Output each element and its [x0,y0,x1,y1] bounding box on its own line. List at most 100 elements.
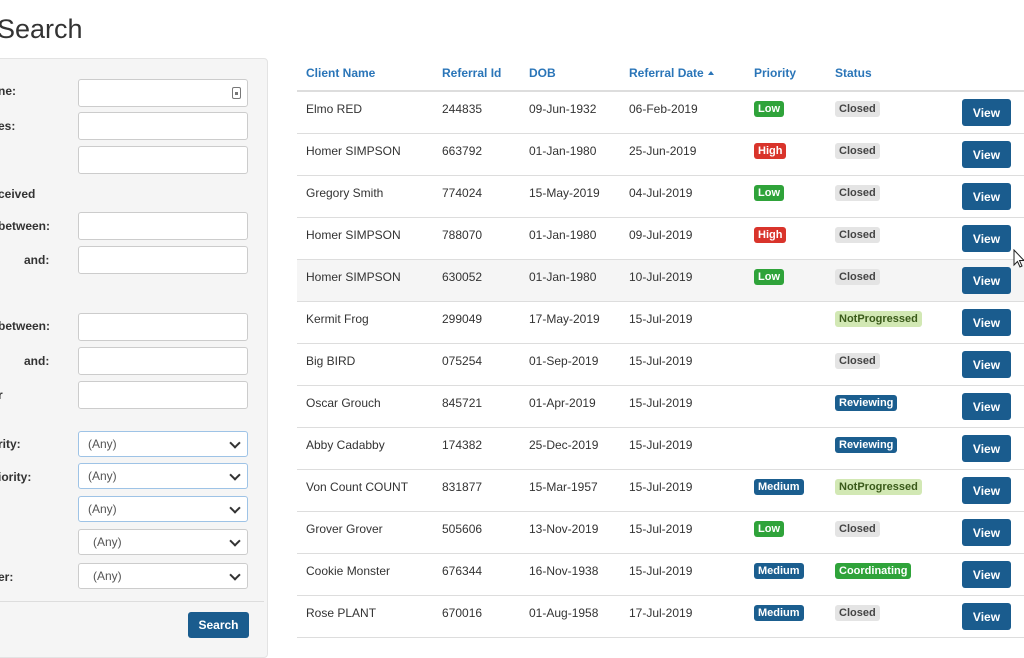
referral-date-cell: 15-Jul-2019 [629,354,693,368]
client-name-cell: Von Count COUNT [306,480,409,494]
view-button[interactable]: View [962,519,1011,546]
referral-id-cell: 630052 [442,270,483,284]
referral-date-cell: 15-Jul-2019 [629,522,693,536]
referral-id-cell: 244835 [442,102,483,116]
client-name-cell: Cookie Monster [306,564,391,578]
second-to-input[interactable] [78,347,248,375]
column-header-priority[interactable]: Priority [754,66,797,80]
client-name-cell: Rose PLANT [306,606,377,620]
view-button[interactable]: View [962,393,1011,420]
view-button[interactable]: View [962,561,1011,588]
fourth-select[interactable]: (Any) [78,529,248,555]
referral-id-cell: 670016 [442,606,483,620]
second-priority-select[interactable]: (Any) [78,463,248,489]
referral-id-cell: 774024 [442,186,483,200]
dob-cell: 13-Nov-2019 [529,522,599,536]
received-to-input[interactable] [78,246,248,274]
dob-cell: 15-May-2019 [529,186,600,200]
view-button[interactable]: View [962,603,1011,630]
filter-label-second-and: and: [24,354,50,368]
view-button[interactable]: View [962,309,1011,336]
status-badge: Coordinating [835,563,912,579]
priority-badge: High [754,143,787,159]
status-badge: Reviewing [835,395,898,411]
view-button[interactable]: View [962,351,1011,378]
status-badge: Reviewing [835,437,898,453]
status-badge: NotProgressed [835,311,922,327]
referral-date-cell: 15-Jul-2019 [629,480,693,494]
view-button[interactable]: View [962,183,1011,210]
view-button[interactable]: View [962,477,1011,504]
r-filter-input[interactable] [78,381,248,409]
referral-id-cell: 845721 [442,396,483,410]
status-badge: Closed [835,143,880,159]
name-input[interactable] [78,79,248,107]
search-button[interactable]: Search [188,612,249,638]
received-from-input[interactable] [78,212,248,240]
second-from-input[interactable] [78,313,248,341]
column-header-dob[interactable]: DOB [529,66,556,80]
view-button[interactable]: View [962,435,1011,462]
referral-date-cell: 15-Jul-2019 [629,396,693,410]
referral-date-cell: 09-Jul-2019 [629,228,693,242]
column-header-referral-date[interactable]: Referral Date [629,66,714,80]
filter-label-priority: rity: [0,437,21,451]
client-name-cell: Gregory Smith [306,186,384,200]
filter-label-received-between: between: [0,219,51,233]
view-button[interactable]: View [962,141,1011,168]
status-badge: Closed [835,269,880,285]
third-filter-input[interactable] [78,146,248,174]
status-badge: Closed [835,605,880,621]
filter-label-second-priority: iority: [0,470,32,484]
sort-ascending-icon [707,71,714,75]
referral-date-cell: 15-Jul-2019 [629,564,693,578]
chevron-down-icon [229,569,241,581]
second-priority-select-value: (Any) [88,469,117,483]
priority-badge: High [754,227,787,243]
client-name-cell: Big BIRD [306,354,356,368]
column-header-referral-id[interactable]: Referral Id [442,66,502,80]
priority-select[interactable]: (Any) [78,431,248,457]
referral-date-cell: 15-Jul-2019 [629,438,693,452]
client-name-cell: Kermit Frog [306,312,369,326]
table-row: Big BIRD 075254 01-Sep-2019 15-Jul-2019 Clos… [297,344,1024,386]
client-name-cell: Oscar Grouch [306,396,381,410]
chevron-down-icon [229,502,241,514]
fifth-select[interactable]: (Any) [78,563,248,589]
priority-badge: Low [754,185,784,201]
client-name-cell: Elmo RED [306,102,363,116]
referral-date-cell: 10-Jul-2019 [629,270,693,284]
client-name-cell: Homer SIMPSON [306,144,401,158]
priority-badge: Medium [754,605,804,621]
client-name-cell: Abby Cadabby [306,438,385,452]
view-button[interactable]: View [962,267,1011,294]
column-header-referral-date-label: Referral Date [629,66,704,80]
column-header-client-name[interactable]: Client Name [306,66,376,80]
fourth-select-value: (Any) [93,535,122,549]
column-header-status[interactable]: Status [835,66,872,80]
client-name-cell: Homer SIMPSON [306,228,401,242]
filter-label-received-and: and: [24,253,50,267]
third-select[interactable]: (Any) [78,496,248,522]
view-button[interactable]: View [962,225,1011,252]
referral-id-cell: 174382 [442,438,483,452]
view-button[interactable]: View [962,99,1011,126]
referral-id-cell: 299049 [442,312,483,326]
table-row: Kermit Frog 299049 17-May-2019 15-Jul-2019 N… [297,302,1024,344]
status-badge: NotProgressed [835,479,922,495]
dob-cell: 25-Dec-2019 [529,438,599,452]
dob-cell: 17-May-2019 [529,312,600,326]
names-input[interactable] [78,112,248,140]
filter-label-second-between: between: [0,319,51,333]
contact-card-icon [232,87,241,99]
table-row: Abby Cadabby 174382 25-Dec-2019 15-Jul-2019… [297,428,1024,470]
priority-select-value: (Any) [88,437,117,451]
mouse-cursor-icon [1013,249,1024,268]
priority-badge: Medium [754,563,804,579]
third-select-value: (Any) [88,502,117,516]
referral-id-cell: 788070 [442,228,483,242]
dob-cell: 01-Jan-1980 [529,228,597,242]
referral-date-cell: 17-Jul-2019 [629,606,693,620]
dob-cell: 01-Jan-1980 [529,144,597,158]
referral-id-cell: 831877 [442,480,483,494]
